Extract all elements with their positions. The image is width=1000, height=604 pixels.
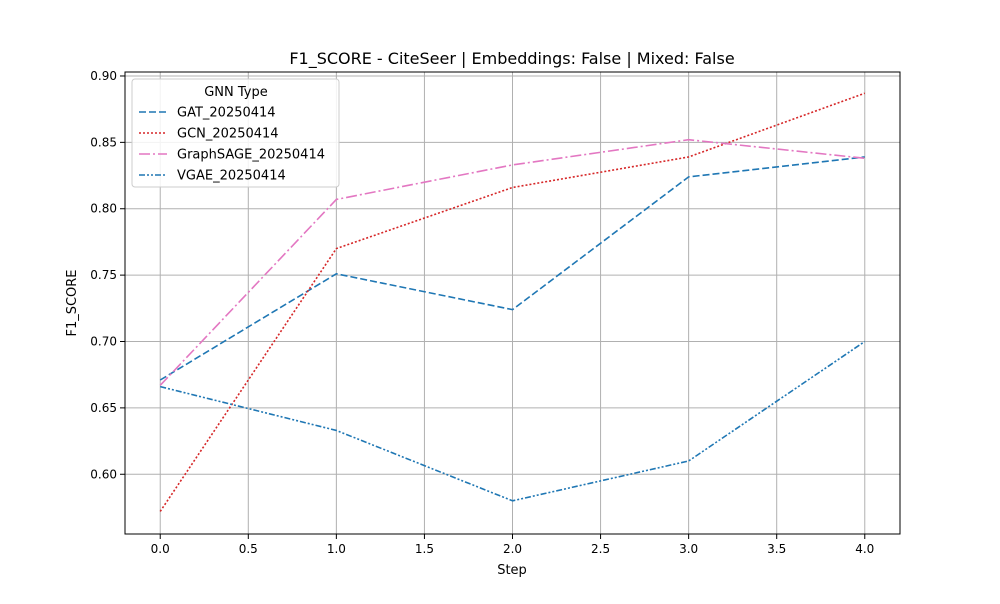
legend-entry-label: GAT_20250414 [177,106,276,121]
chart-title: F1_SCORE - CiteSeer | Embeddings: False … [289,49,734,69]
y-tick-label: 0.70 [90,335,117,349]
x-tick-label: 0.0 [151,542,170,556]
series-line-gat-20250414 [159,156,865,381]
axis-ticks: 0.0 0.5 1.0 1.5 2.0 2.5 3.0 3.5 4.0 0.60 0.65 0.70 0… [90,69,874,556]
series-layer [159,92,866,512]
y-tick-label: 0.75 [90,268,117,282]
y-tick-label: 0.60 [90,467,117,481]
legend-title: GNN Type [204,85,268,100]
x-tick-label: 0.5 [239,542,258,556]
legend-entry-label: VGAE_20250414 [177,169,286,184]
x-tick-label: 2.0 [503,542,522,556]
y-tick-label: 0.80 [90,202,117,216]
series-line-gcn-20250414 [159,92,866,512]
y-tick-label: 0.65 [90,401,117,415]
x-tick-label: 3.0 [679,542,698,556]
x-tick-label: 3.5 [767,542,786,556]
legend-entry-label: GCN_20250414 [177,127,279,142]
legend-box [131,78,340,188]
x-tick-label: 1.5 [415,542,434,556]
legend-entry-label: GraphSAGE_20250414 [177,148,325,163]
y-tick-label: 0.85 [90,135,117,149]
x-tick-label: 4.0 [855,542,874,556]
series-line-vgae-20250414 [160,340,866,502]
y-tick-label: 0.90 [90,69,117,83]
x-axis-label: Step [497,563,527,578]
x-tick-label: 1.0 [327,542,346,556]
series-line-graphsage-20250414 [159,138,865,386]
legend: GNN Type GAT_20250414 GCN_20250414 GraphSA… [131,78,340,188]
y-axis-label: F1_SCORE [65,269,80,336]
x-tick-label: 2.5 [591,542,610,556]
